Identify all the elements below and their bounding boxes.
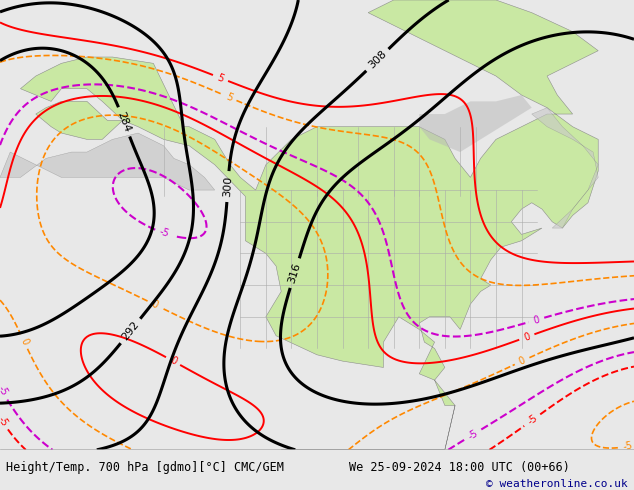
Text: 292: 292 <box>120 319 141 343</box>
Text: 5: 5 <box>216 72 225 84</box>
Text: -5: -5 <box>466 428 479 441</box>
Text: 300: 300 <box>222 176 233 197</box>
Text: 0: 0 <box>517 355 527 367</box>
Text: 316: 316 <box>287 262 302 285</box>
Polygon shape <box>0 133 215 190</box>
Text: 0: 0 <box>150 299 160 311</box>
Polygon shape <box>532 108 598 228</box>
Text: Height/Temp. 700 hPa [gdmo][°C] CMC/GEM: Height/Temp. 700 hPa [gdmo][°C] CMC/GEM <box>6 461 284 474</box>
Text: -5: -5 <box>0 385 9 398</box>
Text: 0: 0 <box>168 355 178 367</box>
Text: -5: -5 <box>0 415 10 428</box>
Text: -5: -5 <box>158 227 171 240</box>
Text: -5: -5 <box>622 441 633 452</box>
Text: 0: 0 <box>522 331 531 343</box>
Polygon shape <box>20 0 598 450</box>
Text: 0: 0 <box>18 337 30 346</box>
Text: 308: 308 <box>366 49 389 71</box>
Text: 5: 5 <box>224 92 234 103</box>
Text: 0: 0 <box>532 314 541 325</box>
Text: © weatheronline.co.uk: © weatheronline.co.uk <box>486 479 628 489</box>
Text: -5: -5 <box>526 413 539 427</box>
Polygon shape <box>419 95 532 152</box>
Text: We 25-09-2024 18:00 UTC (00+66): We 25-09-2024 18:00 UTC (00+66) <box>349 461 569 474</box>
Text: 284: 284 <box>115 110 133 134</box>
